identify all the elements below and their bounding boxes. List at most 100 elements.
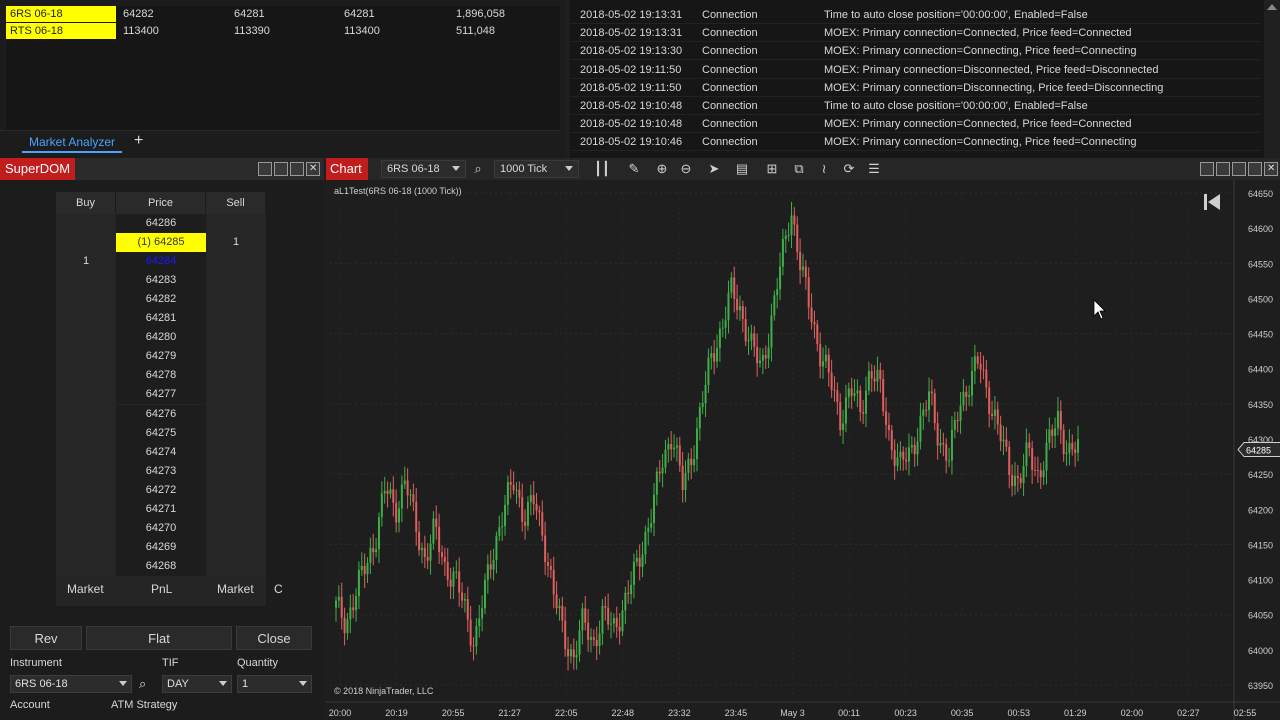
log-row[interactable]: 2018-05-02 19:10:48 Connection MOEX: Prima… (570, 115, 1260, 134)
price-cell[interactable]: 64270 (116, 518, 206, 538)
buy-cell[interactable] (56, 309, 116, 329)
buy-cell[interactable] (56, 290, 116, 310)
properties-icon[interactable]: ▤ (735, 161, 749, 176)
ladder-row[interactable]: 64272 (56, 480, 266, 500)
ladder-row[interactable]: 64279 (56, 347, 266, 367)
buy-cell[interactable] (56, 499, 116, 519)
sell-cell[interactable] (206, 385, 266, 405)
search-icon[interactable]: ⌕ (139, 676, 147, 691)
buy-cell[interactable] (56, 461, 116, 481)
minimize-icon[interactable] (1232, 162, 1246, 176)
list-icon[interactable]: ☰ (868, 161, 880, 176)
log-row[interactable]: 2018-05-02 19:10:48 Connection Time to aut… (570, 97, 1260, 115)
close-button[interactable]: Close (236, 626, 312, 650)
buy-cell[interactable] (56, 480, 116, 500)
buy-cell[interactable] (56, 556, 116, 576)
price-cell[interactable]: 64269 (116, 537, 206, 557)
sell-cell[interactable] (206, 461, 266, 481)
sell-cell[interactable] (206, 556, 266, 576)
strategies-icon[interactable]: ⊞ (766, 161, 778, 176)
buy-cell[interactable]: 1 (56, 252, 116, 272)
buy-cell[interactable] (56, 404, 116, 424)
scroll-end-icon[interactable] (1204, 194, 1207, 210)
sell-cell[interactable] (206, 480, 266, 500)
price-chart[interactable]: 64650 64600 64550 64500 64450 64400 64350 64300… (326, 180, 1280, 720)
buy-cell[interactable] (56, 214, 116, 233)
ladder-row[interactable]: 64276 (56, 404, 266, 424)
price-cell[interactable]: 64273 (116, 461, 206, 481)
pnl-label[interactable]: PnL (151, 582, 173, 596)
sell-cell[interactable] (206, 442, 266, 462)
price-cell[interactable]: 64274 (116, 442, 206, 462)
price-cell[interactable]: 64276 (116, 404, 206, 424)
maximize-icon[interactable] (1248, 162, 1262, 176)
bar-style-icon[interactable]: ┃┃ (594, 161, 610, 176)
market-analyzer-row[interactable]: RTS 06-18 113400 113390 113400 511,048 (6, 23, 560, 39)
sell-cell[interactable] (206, 328, 266, 348)
log-row[interactable]: 2018-05-02 19:11:50 Connection MOEX: Prima… (570, 79, 1260, 97)
buy-cell[interactable] (56, 518, 116, 538)
instrument-selector[interactable]: 6RS 06-18 (381, 160, 466, 178)
price-cell[interactable]: 64271 (116, 499, 206, 519)
tile-icon[interactable] (1200, 162, 1214, 176)
buy-cell[interactable] (56, 423, 116, 443)
market-analyzer-row[interactable]: 6RS 06-18 64282 64281 64281 1,896,058 (6, 6, 560, 22)
ladder-row[interactable]: 64278 (56, 366, 266, 386)
market-buy-button[interactable]: Market (67, 582, 104, 596)
c-button[interactable]: C (274, 582, 283, 596)
log-row[interactable]: 2018-05-02 19:11:50 Connection MOEX: Prima… (570, 61, 1260, 79)
buy-cell[interactable] (56, 537, 116, 557)
price-cell[interactable]: 64284 (116, 252, 206, 272)
buy-cell[interactable] (56, 347, 116, 367)
sell-cell[interactable] (206, 252, 266, 272)
sell-cell[interactable] (206, 423, 266, 443)
log-row[interactable]: 2018-05-02 19:13:30 Connection MOEX: Prima… (570, 42, 1260, 61)
instrument-cell[interactable]: 6RS 06-18 (6, 6, 116, 22)
rev-button[interactable]: Rev (10, 626, 82, 650)
price-cell[interactable]: 64278 (116, 366, 206, 386)
sell-cell[interactable] (206, 214, 266, 233)
buy-cell[interactable] (56, 442, 116, 462)
price-cell[interactable]: 64283 (116, 271, 206, 291)
price-cell[interactable]: 64268 (116, 556, 206, 576)
price-cell[interactable]: 64281 (116, 309, 206, 329)
search-icon[interactable]: ⌕ (474, 161, 482, 176)
close-icon[interactable] (306, 162, 320, 176)
pointer-icon[interactable]: ➤ (708, 161, 720, 176)
tab-market-analyzer[interactable]: Market Analyzer (22, 133, 123, 153)
ladder-row[interactable]: 64268 (56, 556, 266, 576)
price-cell[interactable]: 64280 (116, 328, 206, 348)
log-scrollbar[interactable] (1264, 0, 1280, 158)
instrument-select[interactable]: 6RS 06-18 (10, 675, 132, 693)
restore-icon[interactable] (1216, 162, 1230, 176)
sell-cell[interactable] (206, 309, 266, 329)
ladder-row[interactable]: 64283 (56, 271, 266, 291)
buy-cell[interactable] (56, 366, 116, 386)
maximize-icon[interactable] (290, 162, 304, 176)
ladder-row[interactable]: 64274 (56, 442, 266, 462)
flat-button[interactable]: Flat (86, 626, 232, 650)
market-sell-button[interactable]: Market (217, 582, 254, 596)
ladder-row[interactable]: 1 64284 (56, 252, 266, 272)
sell-cell[interactable] (206, 271, 266, 291)
indicators-icon[interactable]: ≀ (821, 161, 827, 176)
ladder-row[interactable]: 64270 (56, 518, 266, 538)
pencil-icon[interactable]: ✎ (628, 161, 640, 176)
tif-select[interactable]: DAY (162, 675, 232, 693)
ladder-row[interactable]: 64286 (56, 214, 266, 233)
ladder-row[interactable]: 64280 (56, 328, 266, 348)
price-cell[interactable]: 64282 (116, 290, 206, 310)
price-cell[interactable]: (1) 64285 (116, 233, 206, 253)
ladder-row[interactable]: (1) 64285 1 (56, 233, 266, 253)
sell-cell[interactable]: 1 (206, 233, 266, 253)
instrument-cell[interactable]: RTS 06-18 (6, 23, 116, 39)
price-cell[interactable]: 64286 (116, 214, 206, 233)
sell-cell[interactable] (206, 518, 266, 538)
add-tab-button[interactable]: + (134, 132, 144, 149)
sell-cell[interactable] (206, 499, 266, 519)
buy-cell[interactable] (56, 233, 116, 253)
stepper-icon[interactable] (299, 681, 307, 686)
log-row[interactable]: 2018-05-02 19:13:31 Connection MOEX: Prima… (570, 24, 1260, 43)
interval-selector[interactable]: 1000 Tick (494, 160, 579, 178)
quantity-stepper[interactable]: 1 (237, 675, 312, 693)
